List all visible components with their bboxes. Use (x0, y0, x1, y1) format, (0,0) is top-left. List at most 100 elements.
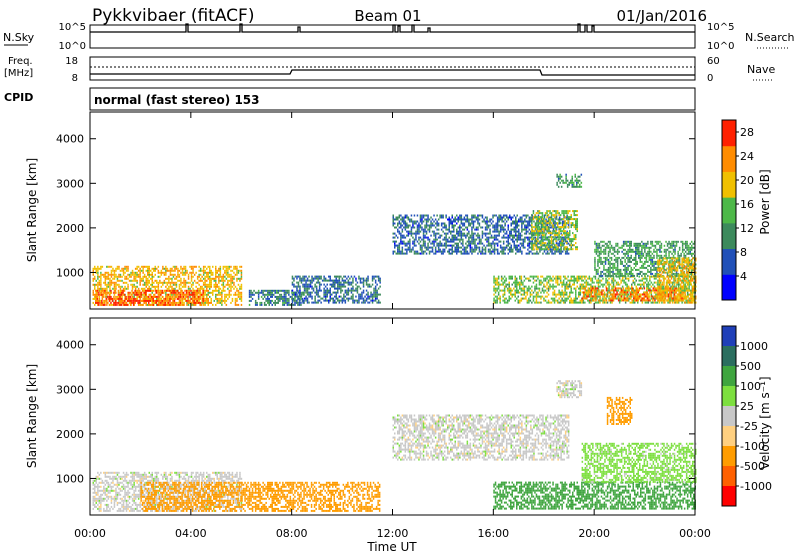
data-cell (489, 228, 491, 231)
data-cell (573, 275, 575, 278)
data-cell (210, 285, 212, 288)
data-cell (540, 240, 542, 243)
data-cell (590, 283, 592, 286)
data-cell (109, 285, 111, 288)
data-cell (563, 246, 565, 249)
data-cell (100, 279, 102, 282)
data-cell (315, 293, 318, 296)
data-cell (216, 285, 218, 288)
data-cell (418, 222, 420, 225)
data-cell (495, 228, 497, 231)
data-cell (142, 297, 144, 300)
data-cell (367, 301, 369, 304)
data-cell (553, 301, 556, 304)
data-cell (575, 291, 577, 294)
data-cell (519, 248, 522, 251)
data-cell (421, 214, 423, 217)
data-cell (109, 273, 111, 276)
data-cell (534, 244, 536, 247)
data-cell (171, 273, 173, 276)
data-cell (196, 277, 199, 280)
data-cell (305, 287, 307, 290)
data-cell (677, 281, 680, 284)
data-cell (531, 224, 533, 227)
data-cell (518, 244, 520, 247)
data-cell (478, 250, 481, 253)
data-cell (147, 267, 149, 270)
data-cell (515, 230, 517, 233)
data-cell (565, 234, 568, 237)
data-cell (495, 234, 497, 237)
data-cell (457, 244, 459, 247)
data-cell (537, 226, 539, 229)
data-cell (690, 281, 692, 284)
data-cell (537, 293, 539, 296)
data-cell (547, 289, 550, 292)
data-cell (600, 299, 603, 302)
data-cell (437, 232, 440, 235)
data-cell (537, 252, 540, 255)
data-cell (219, 273, 222, 276)
data-cell (145, 289, 147, 292)
data-cell (123, 301, 126, 304)
data-cell (268, 299, 270, 302)
data-cell (279, 289, 281, 292)
data-cell (632, 293, 634, 296)
data-cell (297, 285, 300, 288)
data-cell (445, 214, 447, 217)
data-cell (123, 293, 126, 296)
data-cell (489, 232, 491, 235)
data-cell (129, 303, 132, 306)
data-cell (253, 293, 255, 296)
data-cell (352, 295, 354, 298)
data-cell (497, 281, 500, 284)
data-cell (560, 175, 563, 178)
data-cell (565, 175, 567, 178)
data-cell (439, 244, 441, 247)
data-cell (309, 279, 312, 282)
data-cell (644, 277, 647, 280)
data-cell (326, 299, 328, 302)
data-cell (326, 279, 328, 282)
data-cell (353, 289, 356, 292)
data-cell (547, 281, 550, 284)
data-cell (540, 234, 543, 237)
data-cell (207, 285, 209, 288)
data-cell (492, 248, 494, 251)
data-cell (490, 234, 493, 237)
data-cell (575, 234, 577, 237)
data-cell (228, 283, 231, 286)
data-cell (94, 275, 96, 278)
data-cell (499, 228, 502, 231)
data-cell (451, 216, 453, 219)
data-cell (328, 289, 330, 292)
data-cell (227, 279, 229, 282)
data-cell (367, 279, 369, 282)
data-cell (440, 244, 443, 247)
data-cell (131, 287, 134, 290)
data-cell (401, 234, 404, 237)
data-cell (409, 230, 411, 233)
data-cell (543, 220, 545, 223)
data-cell (650, 281, 653, 284)
data-cell (151, 289, 153, 292)
data-cell (542, 252, 544, 255)
data-cell (555, 248, 557, 251)
data-cell (192, 267, 194, 270)
data-cell (474, 240, 476, 243)
data-cell (407, 218, 410, 221)
data-cell (540, 281, 542, 284)
data-cell (394, 232, 396, 235)
data-cell (531, 226, 533, 229)
data-cell (560, 232, 562, 235)
data-cell (299, 287, 301, 290)
data-cell (456, 244, 458, 247)
data-cell (573, 210, 575, 213)
data-cell (143, 301, 145, 304)
data-cell (445, 246, 447, 249)
data-cell (265, 293, 267, 296)
data-cell (543, 230, 545, 233)
data-cell (511, 293, 513, 296)
data-cell (197, 291, 200, 294)
data-cell (148, 295, 150, 298)
